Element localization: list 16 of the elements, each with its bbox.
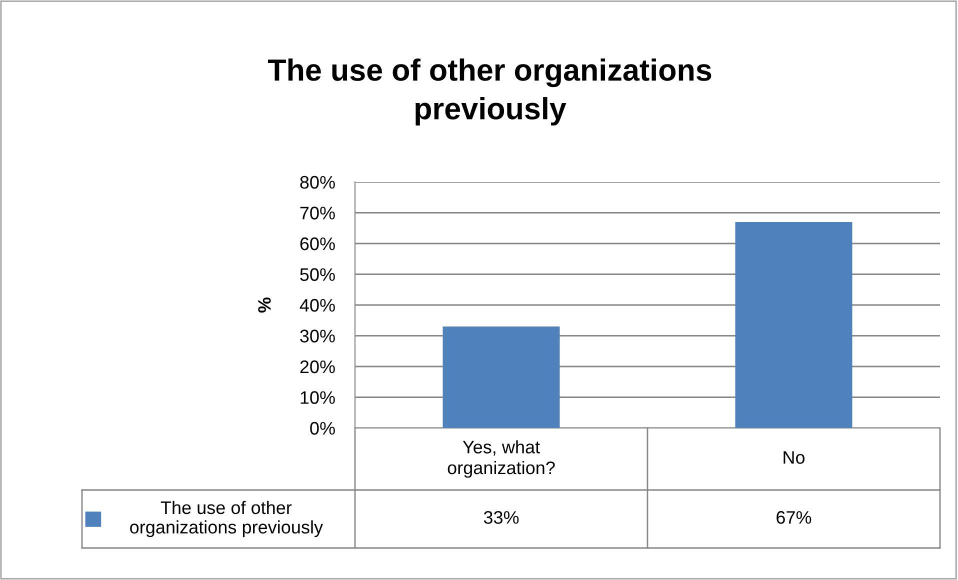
y-axis-title: %: [258, 297, 271, 313]
x-tick-label: No: [784, 451, 805, 464]
chart-title: The use of other organizations previously: [268, 58, 712, 126]
y-tick-label: 70%: [300, 206, 335, 220]
y-tick-label: 50%: [300, 268, 335, 281]
x-tick-label: Yes, what organization?: [448, 440, 555, 478]
text: The use of other organizations previously: [130, 500, 323, 538]
data-label: 33%: [484, 511, 519, 524]
y-tick-label: 20%: [300, 360, 335, 374]
y-tick-label: 30%: [300, 330, 335, 342]
y-tick-label: 40%: [300, 298, 335, 312]
y-tick-label: 10%: [300, 391, 335, 404]
y-tick-label: 80%: [300, 176, 335, 189]
y-tick-label: 0%: [310, 422, 335, 435]
y-tick-label: 60%: [300, 237, 335, 250]
data-label: 67%: [776, 511, 812, 524]
